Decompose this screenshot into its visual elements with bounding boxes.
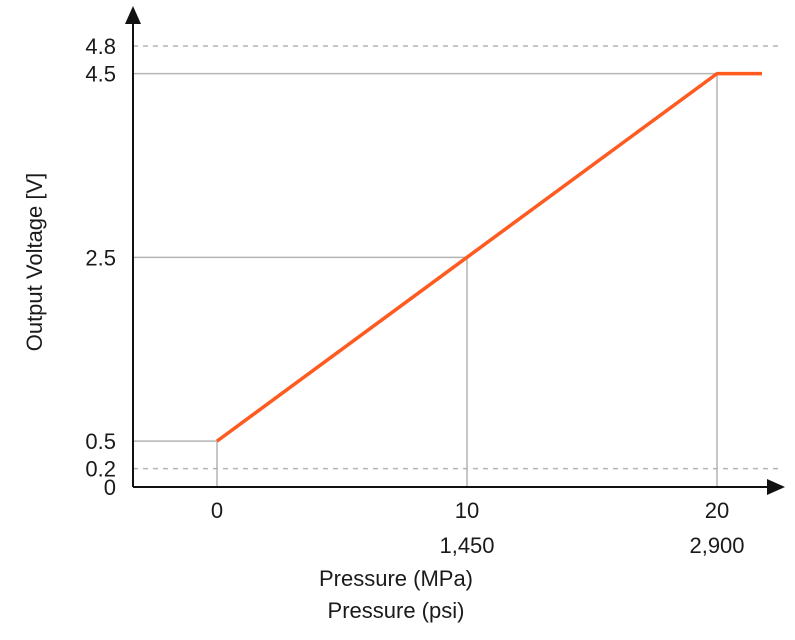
x-axis-label-secondary: Pressure (psi) bbox=[328, 598, 465, 623]
y-axis-arrow-icon bbox=[125, 6, 141, 24]
x-tick-label: 20 bbox=[705, 498, 729, 523]
axes bbox=[125, 6, 785, 495]
y-tick-label: 0.5 bbox=[85, 429, 116, 454]
y-tick-label: 4.8 bbox=[85, 34, 116, 59]
y-tick-label: 4.5 bbox=[85, 62, 116, 87]
y-tick-label: 2.5 bbox=[85, 245, 116, 270]
y-axis-label: Output Voltage [V] bbox=[22, 173, 47, 352]
y-tick-label: 0 bbox=[104, 475, 116, 500]
guide-lines bbox=[133, 45, 780, 487]
y-tick-label: 0.2 bbox=[85, 457, 116, 482]
x-tick-labels: 0 10 1,450 20 2,900 bbox=[211, 498, 745, 558]
y-tick-labels: 00.2 0.5 2.5 4.5 4.8 bbox=[85, 34, 116, 500]
x-tick-label-psi: 1,450 bbox=[439, 533, 494, 558]
x-axis-arrow-icon bbox=[767, 479, 785, 495]
series-line-0 bbox=[215, 71, 762, 443]
x-tick-label: 10 bbox=[455, 498, 479, 523]
x-tick-label: 0 bbox=[211, 498, 223, 523]
x-tick-label-psi: 2,900 bbox=[689, 533, 744, 558]
x-axis-label: Pressure (MPa) bbox=[319, 566, 473, 591]
series-group bbox=[215, 71, 762, 443]
